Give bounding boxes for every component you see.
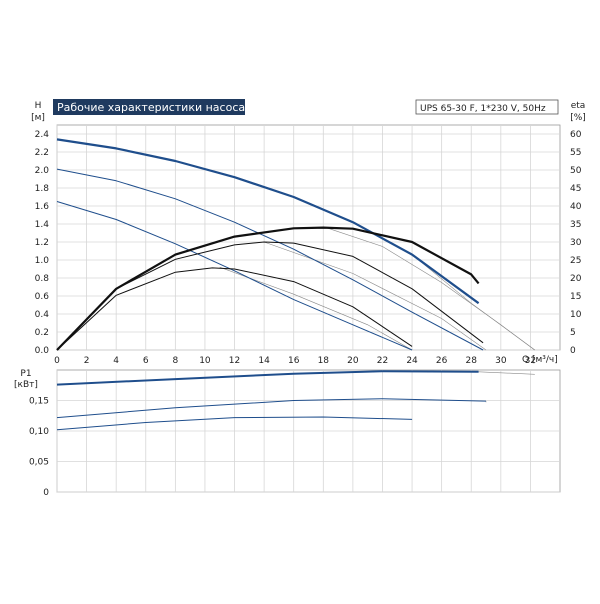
- x-tick-label: 2: [84, 356, 90, 366]
- y-tick-label: 2.2: [35, 148, 49, 158]
- y2-tick-label: 55: [570, 148, 581, 158]
- model-label-box: [415, 99, 559, 115]
- power-axis-unit: [кВт]: [14, 380, 38, 390]
- power-plot: 0 0,05 0,10 0,15: [29, 369, 561, 498]
- power-curve-speed-1: [56, 416, 413, 431]
- y2-tick-label: 40: [570, 202, 582, 212]
- head-curve-speed-3: [56, 138, 480, 305]
- x-tick-label: 8: [172, 356, 178, 366]
- x-tick-label: 20: [347, 356, 359, 366]
- y-tick-label: 1.2: [35, 238, 49, 248]
- x-tick-label: 12: [229, 356, 240, 366]
- x-tick-label: 30: [495, 356, 507, 366]
- x-tick-label: 4: [113, 356, 119, 366]
- x-tick-label: 0: [54, 356, 60, 366]
- y2-tick-label: 10: [570, 310, 582, 320]
- x-tick-label: 28: [466, 356, 478, 366]
- y2-tick-label: 15: [570, 292, 581, 302]
- eta-curve-speed-1: [56, 267, 413, 351]
- y2-tick-label: 0: [570, 346, 576, 356]
- power-extension-line: [478, 371, 535, 375]
- power-y-tick-label: 0,15: [29, 397, 49, 407]
- x-tick-label: 10: [199, 356, 211, 366]
- y2-tick-label: 35: [570, 220, 581, 230]
- x-tick-label: 16: [288, 356, 300, 366]
- head-efficiency-plot: 0 2 4 6 8 10 12 14 16 18 20 22 24 26 28 30 320.00.20.40.…: [35, 124, 582, 366]
- x-tick-label: 14: [258, 356, 270, 366]
- curve-extension-line: [293, 196, 535, 351]
- x-tick-label: 22: [377, 356, 388, 366]
- y2-tick-label: 50: [570, 166, 582, 176]
- y-tick-label: 0.4: [35, 310, 50, 320]
- chart-title-box: [53, 99, 245, 115]
- plot-frame-top: [56, 124, 561, 351]
- y2-tick-label: 60: [570, 130, 582, 140]
- power-y-tick-label: 0,05: [29, 458, 49, 468]
- y-tick-label: 1.6: [35, 202, 50, 212]
- y2-tick-label: 45: [570, 184, 581, 194]
- head-curve-speed-1: [56, 201, 413, 351]
- x-axis-label: Q [м³/ч]: [522, 355, 558, 365]
- y-tick-label: 1.0: [35, 256, 50, 266]
- power-curve-speed-3: [56, 370, 479, 386]
- y2-axis-unit: [%]: [570, 113, 586, 123]
- x-tick-label: 18: [318, 356, 330, 366]
- chart-title: Рабочие характеристики насоса: [57, 101, 245, 114]
- y-tick-label: 0.6: [35, 292, 50, 302]
- power-axis-label: P1: [20, 369, 31, 379]
- y-axis-unit: [м]: [31, 113, 45, 123]
- x-tick-label: 6: [143, 356, 149, 366]
- x-tick-label: 32: [525, 356, 536, 366]
- y2-tick-label: 25: [570, 256, 581, 266]
- y-tick-label: 1.4: [35, 220, 50, 230]
- y2-tick-label: 20: [570, 274, 582, 284]
- power-y-tick-label: 0,10: [29, 427, 49, 437]
- y-tick-label: 0.8: [35, 274, 50, 284]
- y2-tick-label: 30: [570, 238, 582, 248]
- curve-extension-line: [263, 241, 487, 351]
- curve-extension-line: [323, 226, 535, 351]
- y-axis-label: H: [35, 101, 42, 111]
- curve-extension-line: [219, 266, 413, 351]
- x-tick-label: 24: [406, 356, 418, 366]
- y-tick-label: 1.8: [35, 184, 50, 194]
- x-tick-label: 26: [436, 356, 448, 366]
- y2-tick-label: 5: [570, 328, 576, 338]
- y-tick-label: 2.4: [35, 130, 50, 140]
- y2-axis-label: eta: [571, 101, 586, 111]
- power-curve-speed-2: [56, 398, 487, 419]
- head-curve-speed-2: [56, 168, 484, 351]
- y-tick-label: 0.2: [35, 328, 49, 338]
- eta-curve-speed-2: [56, 241, 484, 351]
- power-y-tick-label: 0: [43, 488, 49, 498]
- y-tick-label: 2.0: [35, 166, 50, 176]
- y-tick-label: 0.0: [35, 346, 50, 356]
- eta-curve-speed-3: [56, 226, 480, 351]
- model-label: UPS 65-30 F, 1*230 V, 50Hz: [420, 104, 546, 114]
